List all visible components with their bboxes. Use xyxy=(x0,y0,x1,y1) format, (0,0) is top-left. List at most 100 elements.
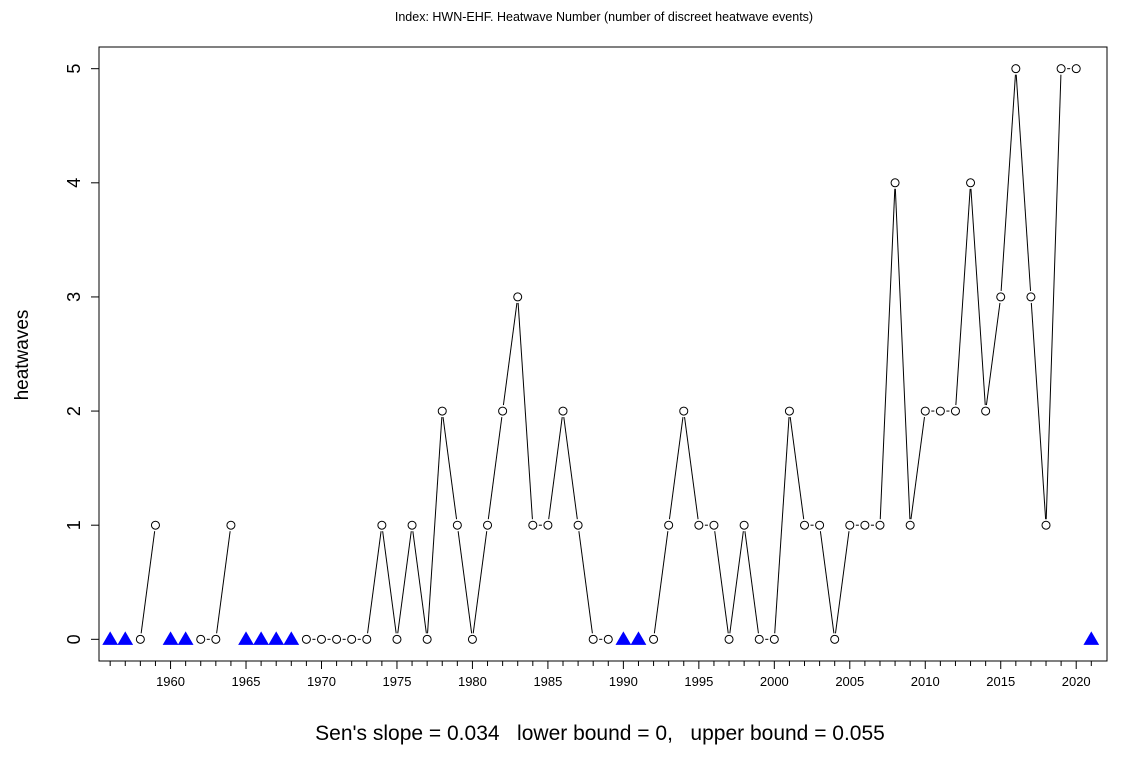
data-point xyxy=(679,406,689,416)
triangle-marker xyxy=(238,631,254,645)
series-line-segment xyxy=(1030,302,1047,520)
y-tick-label: 1 xyxy=(64,520,84,530)
series-line-segment xyxy=(819,531,835,634)
data-point xyxy=(150,520,160,530)
data-point xyxy=(347,634,357,644)
chart-title: Index: HWN-EHF. Heatwave Number (number … xyxy=(395,10,813,24)
series-line-segment xyxy=(140,531,156,634)
series-line-segment xyxy=(1000,74,1016,291)
data-point xyxy=(558,406,568,416)
series-line-segment xyxy=(502,302,518,406)
triangle-marker xyxy=(177,631,194,645)
data-point xyxy=(996,292,1006,302)
data-point xyxy=(920,406,930,416)
x-tick-label: 2010 xyxy=(911,674,940,689)
series-line-segment xyxy=(714,531,729,634)
series-line-segment xyxy=(985,302,1001,406)
triangle-marker xyxy=(117,631,134,645)
series-line-segment xyxy=(382,531,397,634)
data-point xyxy=(362,634,372,644)
data-point xyxy=(226,520,236,530)
triangle-marker xyxy=(615,631,632,645)
series-line-segment xyxy=(729,531,744,634)
series-line-segment xyxy=(894,188,911,520)
series-line-segment xyxy=(563,416,578,520)
data-point xyxy=(739,520,749,530)
x-tick-label: 1985 xyxy=(533,674,562,689)
x-tick-label: 1995 xyxy=(684,674,713,689)
triangle-marker xyxy=(253,631,269,645)
triangle-marker xyxy=(102,631,119,645)
data-point xyxy=(890,178,900,188)
data-point xyxy=(528,520,538,530)
x-tick-label: 1970 xyxy=(307,674,336,689)
x-tick-label: 1980 xyxy=(458,674,487,689)
triangle-marker xyxy=(1083,631,1100,645)
data-point xyxy=(483,520,493,530)
series-line-segment xyxy=(789,416,805,520)
y-tick-label: 4 xyxy=(64,178,84,188)
series-line-segment xyxy=(774,417,790,634)
x-tick-label: 1975 xyxy=(383,674,412,689)
data-point xyxy=(392,634,402,644)
data-point xyxy=(694,520,704,530)
triangle-marker xyxy=(268,631,285,645)
data-point xyxy=(966,178,976,188)
data-point xyxy=(603,634,613,644)
data-point xyxy=(437,406,447,416)
series-line-segment xyxy=(412,531,427,634)
x-tick-label: 1965 xyxy=(232,674,261,689)
series-line-segment xyxy=(1015,74,1032,291)
data-point xyxy=(1041,520,1051,530)
data-point xyxy=(905,520,915,530)
x-tick-label: 1990 xyxy=(609,674,638,689)
data-point xyxy=(649,634,659,644)
triangle-marker-group xyxy=(102,631,1100,645)
data-point xyxy=(1071,64,1081,74)
plot-frame xyxy=(98,46,1108,662)
data-point xyxy=(950,406,960,416)
series-line-segment xyxy=(517,302,533,520)
data-point xyxy=(452,520,462,530)
data-point xyxy=(769,634,779,644)
series-line-group xyxy=(140,68,1071,640)
data-point xyxy=(815,520,825,530)
series-line-segment xyxy=(397,531,412,634)
data-point xyxy=(316,634,326,644)
triangle-marker xyxy=(162,631,179,645)
data-point xyxy=(830,634,840,644)
series-line-segment xyxy=(216,531,231,634)
data-point xyxy=(498,406,508,416)
sens-slope-summary: Sen's slope = 0.034 lower bound = 0, upp… xyxy=(315,722,885,745)
y-axis-label: heatwaves xyxy=(12,310,33,401)
x-tick-label: 2015 xyxy=(986,674,1015,689)
data-point-group xyxy=(135,64,1081,644)
series-line-segment xyxy=(472,531,488,634)
series-line-segment xyxy=(653,531,669,634)
data-point xyxy=(377,520,387,530)
series-line-segment xyxy=(684,416,699,520)
data-point xyxy=(543,520,553,530)
data-point xyxy=(422,634,432,644)
series-line-segment xyxy=(744,531,759,634)
y-tick-label: 0 xyxy=(64,634,84,644)
x-axis: 1960 1965 1970 1975 1980 1985 1990 1995 2000 2005… xyxy=(109,661,1092,689)
series-line-segment xyxy=(548,416,563,520)
data-point xyxy=(196,634,206,644)
y-axis: 0 1 2 3 4 5 xyxy=(64,64,99,644)
x-tick-label: 2000 xyxy=(760,674,789,689)
series-line-segment xyxy=(578,531,593,634)
y-tick-label: 2 xyxy=(64,406,84,416)
series-line-segment xyxy=(910,416,925,520)
triangle-marker xyxy=(630,631,647,645)
data-point xyxy=(935,406,945,416)
data-point xyxy=(332,634,342,644)
data-point xyxy=(981,406,991,416)
series-line-segment xyxy=(668,416,684,520)
data-point xyxy=(754,634,764,644)
data-point xyxy=(800,520,810,530)
series-line-segment xyxy=(879,188,896,520)
data-point xyxy=(860,520,870,530)
data-point xyxy=(1056,64,1066,74)
data-point xyxy=(301,634,311,644)
